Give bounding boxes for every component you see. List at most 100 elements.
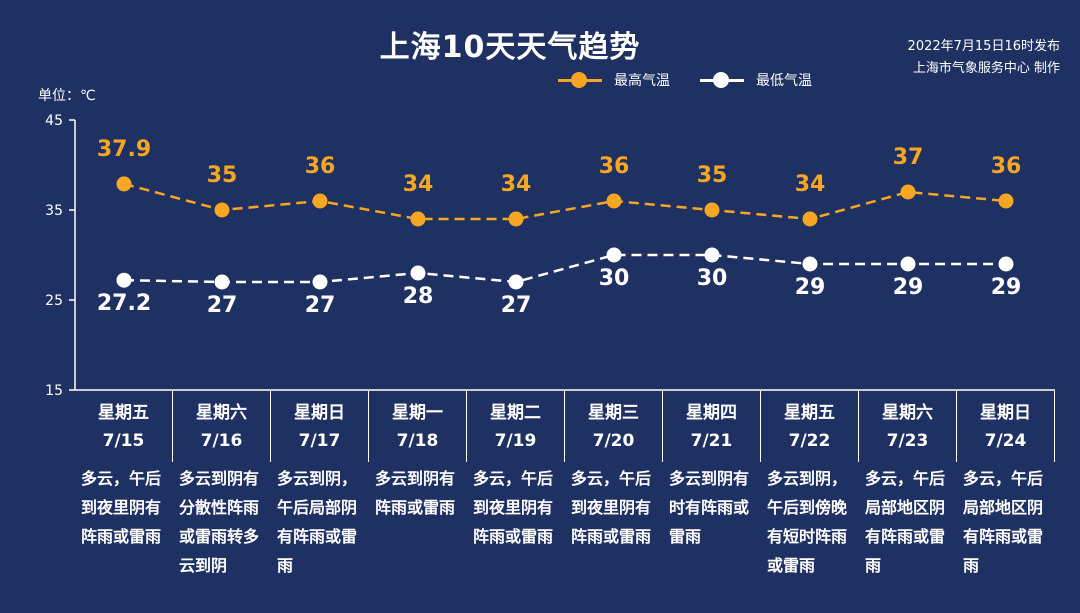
weather-row: 多云，午后到夜里阴有阵雨或雷雨 多云到阴有分散性阵雨或雷雨转多云到阴 多云到阴，午后… (75, 462, 1055, 580)
legend: 最高气温 最低气温 (558, 70, 812, 90)
day-header-row: 星期五 7/15 星期六 7/16 星期日 7/17 星期一 7/18 星期二 7/19 星期三 7/… (75, 391, 1055, 462)
y-tick-label: 35 (45, 203, 63, 219)
weather-description: 多云到阴有时有阵雨或雷雨 (669, 469, 750, 546)
day-date: 7/17 (298, 431, 341, 451)
publish-time: 2022年7月15日16时发布 (907, 39, 1060, 54)
legend-high: 最高气温 (558, 70, 670, 90)
data-label-high: 36 (599, 154, 630, 179)
weather-description: 多云到阴有分散性阵雨或雷雨转多云到阴 (179, 469, 260, 575)
day-date: 7/23 (886, 431, 929, 451)
weather-description: 多云到阴，午后局部阴有阵雨或雷雨 (277, 469, 358, 575)
data-point-low (900, 256, 916, 272)
day-weekday: 星期日 (980, 403, 1031, 423)
series-line-low (123, 253, 1006, 284)
data-label-low: 29 (795, 275, 826, 300)
publish-info: 2022年7月15日16时发布 上海市气象服务中心 制作 (908, 36, 1060, 80)
day-date: 7/22 (788, 431, 831, 451)
data-point-high (116, 176, 132, 192)
day-column: 星期一 7/18 (369, 391, 467, 462)
data-point-low (998, 256, 1014, 272)
data-label-low: 28 (403, 284, 434, 309)
day-column: 星期六 7/23 (859, 391, 957, 462)
data-label-high: 37 (893, 145, 924, 170)
day-weekday: 星期一 (392, 403, 443, 423)
day-column: 星期日 7/24 (957, 391, 1055, 462)
legend-high-label: 最高气温 (614, 73, 670, 89)
day-column: 星期日 7/17 (271, 391, 369, 462)
data-point-high (900, 184, 916, 200)
data-label-low: 29 (893, 275, 924, 300)
data-label-high: 35 (697, 163, 728, 188)
day-weekday: 星期三 (588, 403, 639, 423)
data-point-high (508, 211, 524, 227)
weather-description: 多云，午后局部地区阴有阵雨或雷雨 (963, 469, 1044, 575)
day-date: 7/15 (102, 431, 145, 451)
data-point-high (606, 193, 622, 209)
data-label-high: 37.9 (97, 137, 151, 162)
day-column: 星期五 7/22 (761, 391, 859, 462)
data-label-low: 30 (697, 266, 728, 291)
data-label-high: 34 (501, 172, 532, 197)
unit-label: 单位：℃ (38, 88, 96, 104)
day-column: 星期二 7/19 (467, 391, 565, 462)
day-column: 星期四 7/21 (663, 391, 761, 462)
legend-high-marker (558, 71, 602, 89)
weather-description: 多云到阴有阵雨或雷雨 (375, 469, 456, 517)
day-date: 7/24 (984, 431, 1027, 451)
legend-low-marker (700, 71, 744, 89)
weather-description: 多云，午后到夜里阴有阵雨或雷雨 (81, 469, 162, 546)
day-weekday: 星期四 (686, 403, 737, 423)
data-label-high: 35 (207, 163, 238, 188)
data-point-low (802, 256, 818, 272)
y-tick-label: 15 (45, 383, 63, 399)
day-weekday: 星期五 (784, 403, 835, 423)
data-label-low: 27 (305, 293, 336, 318)
data-label-high: 36 (305, 154, 336, 179)
series-line-high (123, 182, 1007, 221)
data-label-high: 34 (403, 172, 434, 197)
data-point-low (704, 247, 720, 263)
day-weekday: 星期六 (196, 403, 247, 423)
temperature-chart: 15 25 35 45 37.9 35 36 34 34 36 35 34 37 36 27.2 27 27 28… (45, 113, 1055, 399)
day-date: 7/18 (396, 431, 439, 451)
weather-description: 多云，午后局部地区阴有阵雨或雷雨 (865, 469, 946, 575)
day-date: 7/21 (690, 431, 733, 451)
data-point-low (606, 247, 622, 263)
day-date: 7/20 (592, 431, 635, 451)
day-column: 星期五 7/15 (75, 391, 173, 462)
legend-low-label: 最低气温 (756, 73, 812, 89)
data-label-low: 30 (599, 266, 630, 291)
data-label-high: 34 (795, 172, 826, 197)
weather-description: 多云，午后到夜里阴有阵雨或雷雨 (571, 469, 652, 546)
data-point-high (312, 193, 328, 209)
day-weekday: 星期日 (294, 403, 345, 423)
data-point-low (410, 265, 426, 281)
day-column: 星期三 7/20 (565, 391, 663, 462)
day-column: 星期六 7/16 (173, 391, 271, 462)
data-point-high (998, 193, 1014, 209)
data-point-low (214, 274, 230, 290)
data-point-high (802, 211, 818, 227)
data-label-low: 27 (207, 293, 238, 318)
data-point-high (214, 202, 230, 218)
y-tick-label: 25 (45, 293, 63, 309)
data-label-high: 36 (991, 154, 1022, 179)
chart-title: 上海10天天气趋势 (379, 30, 641, 65)
day-weekday: 星期五 (98, 403, 149, 423)
y-tick-label: 45 (45, 113, 63, 129)
day-date: 7/19 (494, 431, 537, 451)
day-weekday: 星期二 (490, 403, 541, 423)
day-date: 7/16 (200, 431, 243, 451)
data-point-low (116, 272, 132, 288)
publisher: 上海市气象服务中心 制作 (912, 61, 1060, 76)
data-point-high (704, 202, 720, 218)
weather-description: 多云到阴，午后到傍晚有短时阵雨或雷雨 (767, 469, 848, 575)
data-point-high (410, 211, 426, 227)
weather-description: 多云，午后到夜里阴有阵雨或雷雨 (473, 469, 554, 546)
data-label-low: 27.2 (97, 291, 151, 316)
day-weekday: 星期六 (882, 403, 933, 423)
legend-low: 最低气温 (700, 70, 812, 90)
data-label-low: 27 (501, 293, 532, 318)
data-label-low: 29 (991, 275, 1022, 300)
data-point-low (508, 274, 524, 290)
